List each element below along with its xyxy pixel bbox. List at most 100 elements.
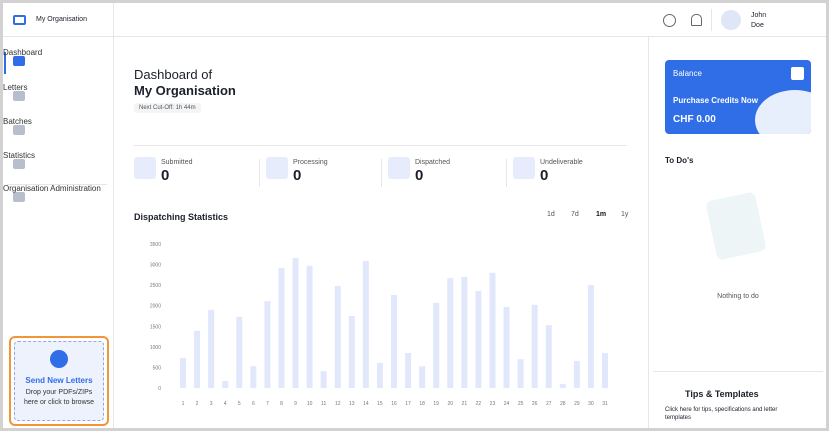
bar	[503, 306, 510, 388]
bar	[362, 260, 369, 388]
nav-item[interactable]: Batches	[3, 117, 113, 147]
bar	[559, 383, 566, 388]
x-tick-label: 11	[321, 401, 326, 407]
nav-item[interactable]: Dashboard	[3, 48, 113, 78]
x-tick-label: 24	[504, 401, 510, 407]
nav-label: Letters	[3, 83, 28, 92]
send-letters[interactable]: Send New Letters Drop your PDFs/ZIPs her…	[9, 336, 109, 426]
bar	[587, 285, 594, 388]
nav-icon	[13, 159, 25, 169]
stat-value: 0	[415, 167, 424, 184]
nav-icon	[13, 91, 25, 101]
user-name[interactable]: John Doe	[751, 11, 766, 31]
send-icon	[50, 350, 68, 368]
balance-title: Balance	[673, 69, 702, 78]
bar	[461, 276, 468, 388]
stat-icon	[388, 157, 410, 179]
plus-button[interactable]	[791, 67, 804, 80]
x-tick-label: 30	[588, 401, 594, 407]
nav-icon	[13, 192, 25, 202]
purchase[interactable]: Purchase Credits Now	[673, 96, 758, 105]
stat-card[interactable]: Submitted 0	[134, 157, 254, 189]
nav-icon	[13, 56, 25, 66]
nav-icon	[13, 125, 25, 135]
y-tick-label: 3500	[150, 242, 161, 248]
range-tab[interactable]: 7d	[571, 211, 579, 218]
bar	[334, 285, 341, 388]
bar	[208, 309, 215, 388]
x-tick-label: 21	[462, 401, 468, 407]
x-tick-label: 18	[419, 401, 425, 407]
divider	[381, 159, 382, 187]
tips-title[interactable]: Tips & Templates	[685, 389, 759, 399]
x-tick-label: 17	[405, 401, 411, 407]
bar	[531, 304, 538, 388]
stat-card[interactable]: Undeliverable 0	[513, 157, 633, 189]
todo-illustration	[705, 191, 767, 261]
stat-card[interactable]: Dispatched 0	[388, 157, 508, 189]
title-2: My Organisation	[134, 83, 236, 98]
bar	[419, 366, 426, 388]
y-tick-label: 0	[158, 386, 161, 392]
nav-label: Statistics	[3, 151, 36, 160]
range-tab[interactable]: 1d	[547, 211, 555, 218]
y-tick-label: 2500	[150, 283, 161, 289]
help-icon[interactable]	[663, 14, 676, 27]
nav-item[interactable]: Statistics	[3, 151, 113, 181]
range-tab[interactable]: 1y	[621, 211, 629, 218]
bar	[489, 272, 496, 388]
x-tick-label: 3	[210, 401, 213, 407]
bar	[278, 267, 285, 388]
x-tick-label: 16	[391, 401, 397, 407]
stat-value: 0	[540, 167, 549, 184]
bar	[306, 265, 313, 388]
x-tick-label: 26	[532, 401, 538, 407]
last-name: Doe	[751, 22, 764, 29]
topbar: John Doe	[113, 3, 826, 37]
x-tick-label: 12	[335, 401, 341, 407]
bar	[475, 290, 482, 388]
y-tick-label: 1500	[150, 324, 161, 330]
y-tick-label: 2000	[150, 304, 161, 310]
stat-card[interactable]: Processing 0	[266, 157, 386, 189]
bar	[517, 359, 524, 388]
x-tick-label: 4	[224, 401, 227, 407]
divider	[7, 184, 107, 185]
title-1: Dashboard of	[134, 67, 213, 82]
balance-card[interactable]: Balance Purchase Credits Now CHF 0.00	[665, 60, 811, 134]
bar	[391, 295, 397, 388]
x-tick-label: 23	[490, 401, 496, 407]
stat-label: Processing	[293, 159, 328, 166]
bar	[180, 357, 186, 388]
bar	[264, 301, 271, 388]
x-tick-label: 25	[518, 401, 524, 407]
x-tick-label: 19	[433, 401, 439, 407]
bar	[405, 353, 412, 388]
bell-icon[interactable]	[691, 14, 702, 26]
x-tick-label: 1	[182, 401, 185, 407]
nav-label: Dashboard	[3, 48, 43, 57]
bar	[545, 325, 552, 388]
send-title: Send New Letters	[25, 376, 93, 385]
nav-label: Organisation Administration	[3, 184, 101, 193]
x-tick-label: 14	[363, 401, 369, 407]
stat-icon	[266, 157, 288, 179]
x-tick-label: 2	[196, 401, 199, 407]
range-tab[interactable]: 1m	[596, 211, 607, 218]
bar	[292, 257, 299, 388]
x-tick-label: 5	[238, 401, 241, 407]
stat-value: 0	[161, 167, 170, 184]
stat-label: Undeliverable	[540, 159, 583, 166]
nav-item[interactable]: Organisation Administration	[3, 184, 113, 214]
bar	[348, 316, 355, 388]
send-text: Drop your PDFs/ZIPs here or click to bro…	[23, 389, 95, 406]
stat-label: Submitted	[161, 159, 193, 166]
nav-item[interactable]: Letters	[3, 83, 113, 113]
bar	[320, 371, 327, 388]
bar	[222, 381, 229, 388]
org-name: My Organisation	[36, 16, 87, 23]
x-tick-label: 22	[476, 401, 482, 407]
x-tick-label: 13	[349, 401, 355, 407]
avatar[interactable]	[721, 10, 741, 30]
